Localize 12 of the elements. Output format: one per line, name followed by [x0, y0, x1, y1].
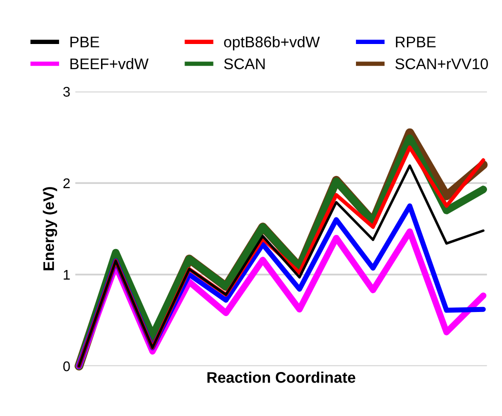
x-axis-title: Reaction Coordinate: [207, 372, 356, 383]
legend-label: SCAN+rVV10: [395, 58, 488, 70]
y-axis-title: Energy (eV): [42, 187, 58, 270]
legend-label: SCAN: [224, 58, 265, 70]
y-tick-label: 2: [63, 178, 70, 188]
legend-label: RPBE: [396, 36, 436, 48]
y-tick-label: 0: [63, 361, 70, 372]
legend-label: optB86b+vdW: [224, 36, 320, 50]
y-tick-label: 3: [63, 86, 70, 97]
legend-label: BEEF+vdW: [70, 58, 149, 70]
y-tick-label: 1: [64, 270, 70, 280]
legend-label: PBE: [70, 36, 100, 48]
